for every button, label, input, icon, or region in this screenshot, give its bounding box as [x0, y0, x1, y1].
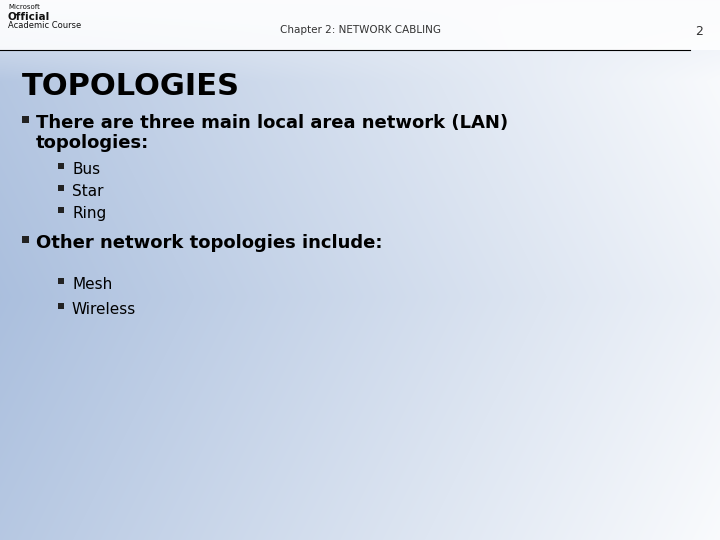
- Text: Official: Official: [8, 12, 50, 22]
- Text: Chapter 2: NETWORK CABLING: Chapter 2: NETWORK CABLING: [279, 25, 441, 35]
- Text: Microsoft: Microsoft: [8, 4, 40, 10]
- Text: Ring: Ring: [72, 206, 107, 221]
- Bar: [58, 185, 64, 191]
- Bar: [0, 0, 720, 50]
- Text: Star: Star: [72, 184, 104, 199]
- Bar: [58, 303, 64, 309]
- Bar: [58, 278, 64, 284]
- Bar: [22, 236, 29, 243]
- Text: TOPOLOGIES: TOPOLOGIES: [22, 72, 240, 101]
- Text: Mesh: Mesh: [72, 277, 112, 292]
- Text: 2: 2: [695, 25, 703, 38]
- Text: topologies:: topologies:: [36, 134, 149, 152]
- Bar: [58, 163, 64, 169]
- Text: Bus: Bus: [72, 162, 100, 177]
- Text: There are three main local area network (LAN): There are three main local area network …: [36, 114, 508, 132]
- Bar: [58, 207, 64, 213]
- Text: Academic Course: Academic Course: [8, 21, 81, 30]
- Text: Other network topologies include:: Other network topologies include:: [36, 234, 382, 252]
- Text: Wireless: Wireless: [72, 302, 136, 317]
- Bar: [22, 116, 29, 123]
